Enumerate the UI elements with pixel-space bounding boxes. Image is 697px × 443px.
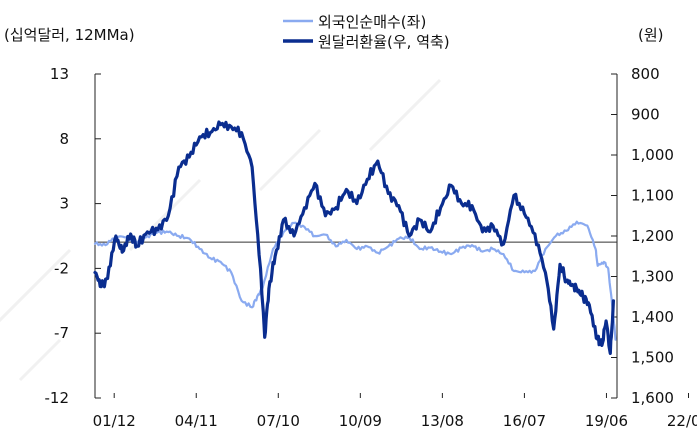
x-tick-label: 19/06 — [585, 412, 628, 430]
right-tick-label: 1,000 — [631, 146, 674, 164]
x-tick-label: 04/11 — [175, 412, 218, 430]
right-tick-label: 1,400 — [631, 308, 674, 326]
right-tick-label: 900 — [631, 106, 660, 124]
legend-label: 원달러환율(우, 역축) — [318, 33, 450, 51]
left-tick-label: 3 — [59, 195, 69, 213]
x-tick-label: 10/09 — [339, 412, 382, 430]
left-tick-label: 8 — [59, 130, 69, 148]
watermark-stroke — [258, 128, 322, 192]
series-usdkrw-line — [93, 120, 616, 355]
watermark-stroke — [368, 78, 442, 152]
watermark-stroke — [18, 338, 62, 382]
axes: 13 8 3 -2 -7 -12 800 900 1,000 1,100 1,200 1,300 1,4… — [4, 26, 697, 430]
legend: 외국인순매수(좌) 원달러환율(우, 역축) — [283, 13, 450, 51]
left-tick-label: -2 — [54, 259, 69, 277]
right-axis-title: (원) — [638, 26, 664, 44]
right-tick-label: 1,500 — [631, 349, 674, 367]
left-tick-label: -7 — [54, 324, 69, 342]
x-tick-label: 22/05 — [667, 412, 697, 430]
right-tick-label: 800 — [631, 65, 660, 83]
x-tick-label: 07/10 — [257, 412, 300, 430]
legend-label: 외국인순매수(좌) — [318, 13, 426, 31]
watermark-stroke — [0, 248, 72, 323]
x-tick-label: 01/12 — [93, 412, 136, 430]
left-tick-label: 13 — [50, 65, 69, 83]
x-tick-label: 13/08 — [421, 412, 464, 430]
x-tick-label: 16/07 — [503, 412, 546, 430]
series-layer — [93, 120, 617, 355]
right-tick-label: 1,300 — [631, 268, 674, 286]
series-foreign-net-buying-line — [93, 220, 617, 341]
right-tick-label: 1,600 — [631, 389, 674, 407]
left-axis-title: (십억달러, 12MMa) — [4, 26, 135, 44]
left-tick-label: -12 — [45, 389, 70, 407]
right-tick-label: 1,100 — [631, 187, 674, 205]
right-tick-label: 1,200 — [631, 227, 674, 245]
